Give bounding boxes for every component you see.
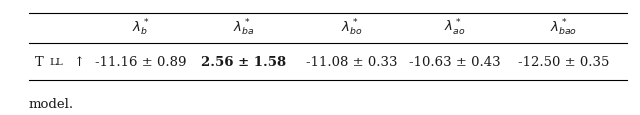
Text: $\lambda^*_b$: $\lambda^*_b$	[132, 17, 150, 38]
Text: -11.08 ± 0.33: -11.08 ± 0.33	[307, 56, 397, 69]
Text: $\lambda^*_{ao}$: $\lambda^*_{ao}$	[444, 18, 465, 38]
Text: -11.16 ± 0.89: -11.16 ± 0.89	[95, 56, 186, 69]
Text: $\lambda^*_{ba}$: $\lambda^*_{ba}$	[232, 17, 254, 38]
Text: LL: LL	[49, 58, 63, 67]
Text: -12.50 ± 0.35: -12.50 ± 0.35	[518, 56, 609, 69]
Text: $\lambda^*_{bao}$: $\lambda^*_{bao}$	[550, 17, 577, 38]
Text: 2.56 ± 1.58: 2.56 ± 1.58	[200, 56, 286, 69]
Text: -10.63 ± 0.43: -10.63 ± 0.43	[408, 56, 500, 69]
Text: model.: model.	[29, 97, 74, 110]
Text: ↑: ↑	[74, 56, 84, 69]
Text: $\lambda^*_{bo}$: $\lambda^*_{bo}$	[341, 17, 363, 38]
Text: T: T	[35, 56, 44, 69]
